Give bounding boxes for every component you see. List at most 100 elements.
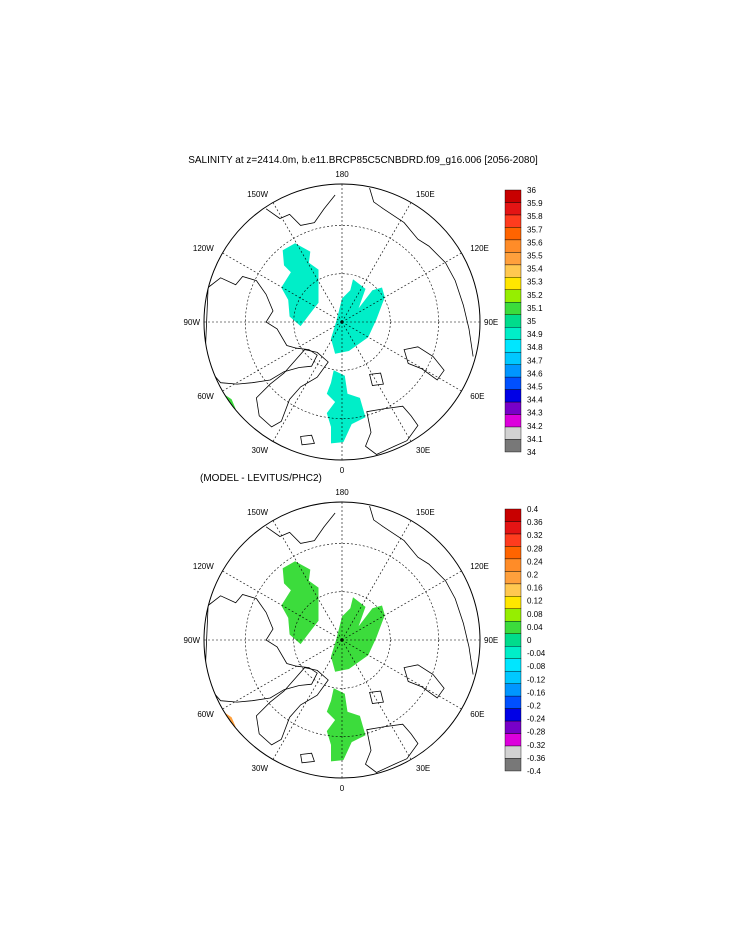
colorbar-swatch [504,583,522,597]
coastline [255,349,329,428]
colorbar-label: -0.32 [527,741,546,750]
colorbar-swatch [504,214,522,228]
longitude-label: 150E [416,190,435,199]
meridian-line [222,321,343,392]
colorbar-label: 35 [527,317,536,326]
colorbar-label: 0.08 [527,610,543,619]
colorbar-swatch [504,264,522,278]
colorbar-swatch [504,671,522,684]
colorbar-label: -0.28 [527,728,546,737]
longitude-label: 30E [416,764,430,773]
colorbar-label: 0.36 [527,518,543,527]
colorbar-label: 34.5 [527,383,543,392]
longitude-label: 90E [484,636,498,645]
atlantic-inflow-patch [326,370,366,444]
colorbar-swatch [504,558,522,572]
colorbar-label: 0 [527,636,532,645]
colorbar-swatch [504,277,522,290]
longitude-label: 30W [252,764,269,773]
colorbar-label: 35.1 [527,304,543,313]
colorbar-label: 34.4 [527,396,543,405]
central-arctic-left-patch [281,243,319,327]
meridian-line [222,639,343,710]
colorbar-swatch [504,227,522,241]
colorbar-swatch [504,683,522,697]
coastline [204,594,318,703]
colorbar-label: 34.1 [527,435,543,444]
panel-title: SALINITY at z=2414.0m, b.e11.BRCP85C5CNB… [188,155,538,166]
colorbar-swatch [504,720,522,734]
coastline [369,505,474,675]
longitude-label: 150E [416,508,435,517]
colorbar-label: -0.24 [527,715,546,724]
colorbar-swatch [504,426,522,440]
longitude-label: 90W [184,318,201,327]
colorbar-swatch [504,521,522,535]
colorbar-swatch [504,239,522,253]
longitude-label: 0 [340,784,345,793]
meridian-line [272,321,343,442]
meridian-line [341,639,412,760]
atlantic-inflow-patch [326,688,366,762]
colorbar-label: -0.2 [527,702,541,711]
central-arctic-right-patch [331,279,385,354]
colorbar-label: 34.6 [527,369,543,378]
longitude-label: 120W [193,562,214,571]
coastline [300,434,315,446]
coastline [365,723,419,773]
colorbar-label: 34.2 [527,422,543,431]
meridian-line [272,520,343,641]
colorbar-label: 35.8 [527,212,543,221]
panel-title: (MODEL - LEVITUS/PHC2) [200,473,322,484]
colorbar-label: 34.7 [527,356,543,365]
colorbar-swatch [504,745,522,759]
map-boundary [203,183,481,461]
colorbar-label: -0.12 [527,675,546,684]
colorbar-swatch [504,571,522,585]
coastline [403,664,445,699]
coastline [403,346,445,381]
colorbar-label: 34.8 [527,343,543,352]
colorbar: 0.4 0.36 0.32 0.28 0.24 0.2 0.16 0.12 0.08 0.04 0 -… [504,505,546,776]
colorbar-swatch [504,508,522,522]
longitude-label: 150W [247,190,268,199]
panel-2: (MODEL - LEVITUS/PHC2) 180 150E 120E 90E 60E 3… [184,473,546,793]
longitude-label: 120E [470,244,489,253]
central-arctic-right-patch [331,597,385,672]
colorbar-swatch [504,633,522,647]
colorbar-label: 34 [527,448,536,457]
colorbar-swatch [504,695,522,709]
coastline [265,194,336,226]
longitude-label: 60W [197,710,214,719]
colorbar-swatch [504,546,522,560]
north-atlantic-patch [219,711,236,732]
colorbar-label: 35.3 [527,278,543,287]
colorbar-swatch [504,314,522,328]
colorbar-swatch [504,401,522,415]
colorbar-label: 34.3 [527,409,543,418]
meridian-line [341,252,462,323]
longitude-label: 30W [252,446,269,455]
meridian-line [272,639,343,760]
colorbar-swatch [504,376,522,390]
colorbar-label: 35.5 [527,252,543,261]
longitude-label: 0 [340,466,345,475]
colorbar-swatch [504,646,522,659]
meridian-line [341,639,462,710]
coastline [369,187,474,357]
colorbar-label: 0.24 [527,557,543,566]
meridian-line [341,321,462,392]
meridian-line [341,321,412,442]
coastline [369,372,384,386]
coastline [265,512,336,544]
colorbar-label: 35.6 [527,238,543,247]
colorbar-swatch [504,389,522,403]
colorbar-swatch [504,733,522,747]
colorbar-swatch [504,202,522,216]
longitude-label: 90E [484,318,498,327]
colorbar-swatch [504,189,522,203]
colorbar-label: 34.9 [527,330,543,339]
map-area [204,502,480,778]
colorbar-swatch [504,708,522,722]
